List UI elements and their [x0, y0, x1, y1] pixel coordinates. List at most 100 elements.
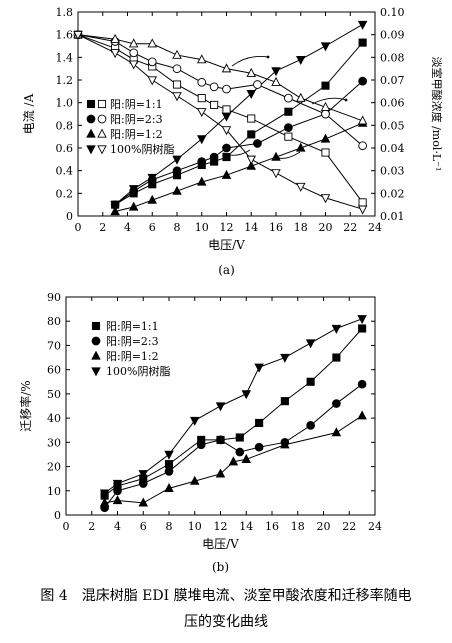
chart-b-series-2-point-0	[99, 497, 110, 507]
chart-a-conc-series-3-point-11	[357, 205, 368, 215]
chart-a-current-series-3-point-0	[110, 201, 120, 211]
chart-b-series-1-point-2	[138, 479, 148, 488]
chart-a-conc-series-0-point-6	[210, 100, 219, 109]
chart-a-current-series-1-point-5	[209, 152, 219, 162]
caption-line-2: 压的变化曲线	[184, 614, 268, 630]
chart-a-conc-series-2-point-5	[197, 54, 207, 64]
chart-a-conc-series-2-point-7	[246, 67, 256, 77]
chart-b-series-1-point-7	[254, 442, 264, 452]
chart-b-xtick-label-6: 12	[214, 520, 228, 533]
chart-a-legend-marker-filled-3	[86, 145, 96, 155]
chart-a-current-series-0-point-7	[247, 130, 256, 139]
chart-a-conc-series-3-point-7	[246, 155, 256, 165]
chart-a-conc-series-3-point-3	[147, 76, 157, 86]
chart-a-arrow-3	[277, 151, 301, 159]
chart-a-current-series-1-point-4	[197, 157, 207, 166]
chart-a-conc-series-2-point-9	[296, 92, 306, 102]
chart-a-conc-series-3-point-10	[320, 194, 331, 204]
chart-a-conc-series-2-line	[77, 34, 363, 122]
chart-b-series-3-point-8	[280, 353, 290, 363]
chart-a-current-series-1-point-8	[284, 123, 293, 132]
chart-a-conc-series-2-point-2	[128, 38, 139, 48]
chart-b-xtick-label-7: 14	[239, 520, 253, 533]
chart-a-current-series-2-point-3	[172, 185, 182, 195]
chart-b-series-2-point-10	[357, 410, 367, 420]
chart-a-arrowhead-2	[222, 152, 226, 156]
chart-a-xtick-label-4: 8	[174, 221, 181, 234]
chart-a-xtick-label-8: 16	[269, 221, 283, 234]
chart-b: 0 2 4 6 8 10 12 14 16 18 20 22 240102030405060708090…	[18, 291, 382, 574]
chart-a-current-series-1-point-6	[222, 143, 231, 153]
chart-a-xtick-label-11: 22	[343, 221, 357, 234]
chart-b-ytick-label-4: 40	[47, 412, 61, 425]
chart-b-series-1-point-9	[306, 421, 315, 430]
chart-b-legend-label-0: 阳:阴=1:1	[106, 320, 159, 333]
chart-b-legend-label-1: 阳:阴=2:3	[106, 335, 159, 348]
chart-a-current-series-3-point-2	[147, 173, 157, 183]
chart-a-ytick-right-label-5: 0.06	[380, 97, 405, 110]
figure-caption: 图 4 混床树脂 EDI 膜堆电流、淡室甲酸浓度和迁移率随电 压的变化曲线	[0, 583, 452, 635]
chart-a-xtick-label-0: 0	[75, 221, 82, 234]
chart-a-ytick-right-label-1: 0.02	[380, 187, 405, 200]
chart-b-legend-marker-2	[91, 350, 101, 360]
chart-a-arrowhead-0	[266, 55, 270, 59]
chart-a-ytick-right-label-6: 0.07	[380, 74, 405, 87]
chart-a-panel-label: (a)	[218, 263, 235, 277]
chart-b-series-1-point-4	[196, 440, 206, 450]
chart-a-conc-series-1-point-2	[129, 48, 139, 58]
chart-a-conc-series-1-point-10	[321, 109, 330, 119]
chart-a-xtick-label-2: 4	[124, 221, 131, 234]
chart-a-xtick-label-12: 24	[368, 221, 382, 234]
chart-a-ytick-left-label-8: 1.6	[56, 29, 74, 42]
chart-b-series-3-point-3	[164, 450, 174, 460]
chart-b-series-1-point-11	[357, 379, 367, 389]
chart-b-xtick-label-8: 16	[265, 520, 279, 533]
chart-a-current-series-3-point-5	[221, 112, 232, 122]
chart-a-ylabel-left: 电流 /A	[22, 93, 36, 134]
chart-a-conc-series-3-point-4	[172, 92, 182, 102]
chart-a-ytick-left-label-4: 0.8	[56, 119, 74, 132]
chart-b-series-2-point-8	[280, 439, 290, 449]
chart-b-legend-marker-3	[91, 367, 101, 377]
chart-b-xlabel: 电压/V	[202, 537, 239, 551]
chart-a-conc-series-3-point-2	[128, 60, 139, 70]
chart-a-current-series-3-point-3	[172, 155, 182, 165]
chart-a-ytick-left-label-2: 0.4	[56, 165, 74, 178]
chart-b-ylabel: 迁移率/%	[18, 380, 33, 431]
chart-a-legend-label-1: 阳:阴=2:3	[110, 113, 163, 126]
chart-a-ytick-right-label-0: 0.01	[380, 210, 405, 223]
chart-b-series-0-point-7	[255, 418, 264, 428]
chart-b-xtick-label-10: 20	[317, 520, 331, 533]
chart-b-xtick-label-3: 6	[140, 520, 147, 533]
chart-a-conc-series-2-point-10	[320, 101, 331, 111]
chart-a-conc-series-3-point-6	[221, 126, 232, 136]
chart-a-current-series-3-point-8	[296, 55, 306, 65]
chart-a-current-series-3-point-9	[320, 42, 331, 52]
chart-a-conc-series-2-point-3	[147, 38, 157, 48]
chart-b-ytick-label-9: 90	[47, 291, 61, 304]
chart-a-conc-series-1-point-8	[253, 80, 262, 89]
chart-a-current-series-3-point-7	[271, 67, 281, 77]
chart-b-series-3-point-0	[99, 489, 110, 499]
chart-b-ytick-label-1: 10	[47, 485, 61, 498]
chart-a-arrowhead-1	[344, 98, 348, 102]
chart-b-series-2-point-3	[164, 482, 174, 493]
chart-b-xtick-label-11: 22	[342, 520, 356, 533]
chart-a-xtick-label-3: 6	[149, 221, 156, 234]
chart-a-xtick-label-9: 18	[294, 221, 308, 234]
chart-b-series-3-point-11	[357, 315, 367, 325]
chart-a-conc-series-3-point-9	[296, 182, 306, 192]
chart-a-legend-marker-open-1	[97, 114, 107, 124]
chart-b-ytick-label-0: 0	[54, 509, 61, 522]
chart-a-current-series-2-point-5	[221, 169, 232, 179]
chart-b-panel-label: (b)	[212, 560, 229, 574]
chart-b-legend-label-2: 阳:阴=1:2	[106, 350, 159, 363]
chart-a-conc-series-2-point-1	[110, 33, 120, 43]
chart-a-conc-series-2-point-8	[271, 76, 281, 86]
chart-a-conc-series-1-point-11	[358, 141, 367, 151]
chart-b-ytick-label-6: 60	[47, 364, 61, 377]
chart-a-conc-series-0-point-5	[197, 94, 206, 103]
chart-a-arrowhead-3	[276, 156, 280, 160]
chart-b-series-3-point-6	[241, 390, 251, 400]
chart-b-series-2-point-1	[112, 495, 123, 505]
